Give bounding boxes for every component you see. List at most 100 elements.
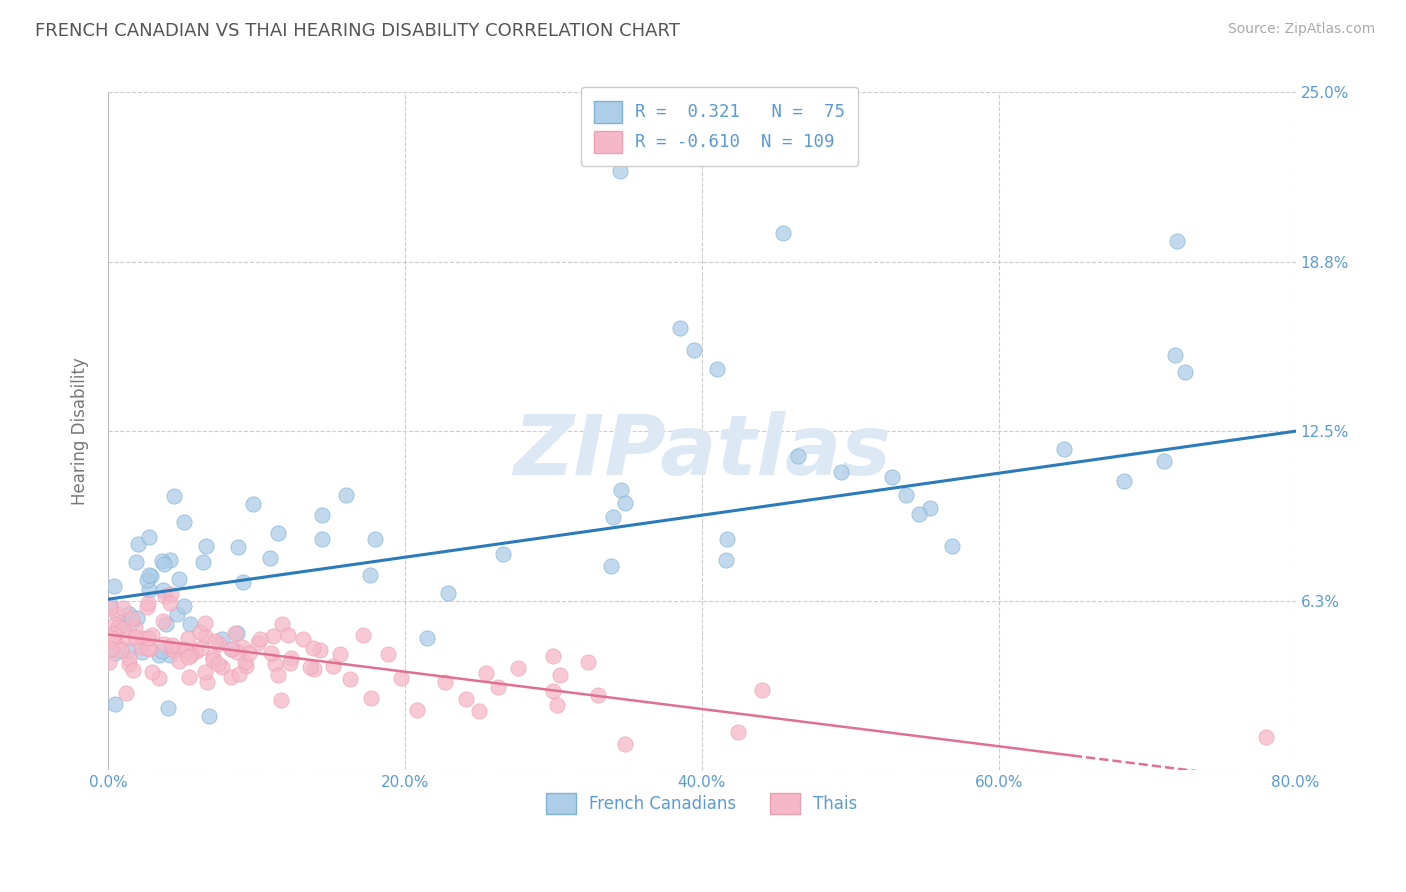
Point bbox=[486, 680, 509, 694]
Point bbox=[576, 655, 599, 669]
Point bbox=[117, 650, 139, 665]
Point bbox=[152, 582, 174, 597]
Point bbox=[103, 633, 125, 648]
Point bbox=[124, 630, 146, 644]
Point bbox=[226, 625, 249, 640]
Point bbox=[311, 508, 333, 522]
Point bbox=[104, 617, 127, 632]
Point bbox=[141, 628, 163, 642]
Text: Source: ZipAtlas.com: Source: ZipAtlas.com bbox=[1227, 22, 1375, 37]
Point bbox=[115, 685, 138, 699]
Point bbox=[103, 579, 125, 593]
Point bbox=[226, 645, 249, 659]
Point bbox=[132, 632, 155, 646]
Point bbox=[668, 321, 690, 335]
Point bbox=[139, 641, 162, 656]
Point bbox=[148, 648, 170, 663]
Point bbox=[360, 690, 382, 705]
Point bbox=[238, 646, 260, 660]
Point bbox=[706, 361, 728, 376]
Point bbox=[136, 596, 159, 610]
Point bbox=[105, 607, 128, 621]
Point bbox=[127, 537, 149, 551]
Point bbox=[548, 668, 571, 682]
Point bbox=[541, 649, 564, 664]
Point bbox=[1053, 442, 1076, 457]
Point bbox=[103, 626, 125, 640]
Point bbox=[110, 642, 132, 657]
Point bbox=[162, 641, 184, 656]
Point bbox=[159, 553, 181, 567]
Point bbox=[727, 724, 749, 739]
Text: ZIPatlas: ZIPatlas bbox=[513, 411, 891, 492]
Point bbox=[173, 516, 195, 530]
Point bbox=[389, 671, 412, 685]
Point bbox=[98, 598, 121, 612]
Point bbox=[602, 510, 624, 524]
Point bbox=[118, 657, 141, 671]
Point bbox=[263, 657, 285, 671]
Point bbox=[163, 489, 186, 503]
Point bbox=[138, 530, 160, 544]
Point bbox=[179, 616, 201, 631]
Point bbox=[204, 634, 226, 648]
Point bbox=[228, 540, 250, 554]
Point bbox=[830, 465, 852, 479]
Point bbox=[153, 557, 176, 571]
Point bbox=[136, 640, 159, 655]
Point bbox=[1153, 454, 1175, 468]
Point bbox=[118, 607, 141, 622]
Point bbox=[141, 665, 163, 679]
Point bbox=[1254, 730, 1277, 744]
Point bbox=[125, 611, 148, 625]
Point bbox=[190, 641, 212, 656]
Point bbox=[894, 488, 917, 502]
Point bbox=[173, 599, 195, 613]
Point bbox=[224, 626, 246, 640]
Point bbox=[110, 615, 132, 630]
Point bbox=[415, 632, 437, 646]
Point bbox=[231, 640, 253, 654]
Point bbox=[716, 533, 738, 547]
Point bbox=[270, 693, 292, 707]
Point bbox=[454, 691, 477, 706]
Point bbox=[277, 628, 299, 642]
Point bbox=[433, 674, 456, 689]
Point bbox=[880, 469, 903, 483]
Point bbox=[152, 637, 174, 651]
Point bbox=[278, 656, 301, 670]
Point bbox=[941, 540, 963, 554]
Point bbox=[159, 596, 181, 610]
Text: FRENCH CANADIAN VS THAI HEARING DISABILITY CORRELATION CHART: FRENCH CANADIAN VS THAI HEARING DISABILI… bbox=[35, 22, 681, 40]
Point bbox=[98, 601, 121, 615]
Point bbox=[177, 670, 200, 684]
Point bbox=[242, 497, 264, 511]
Point bbox=[98, 655, 121, 669]
Point bbox=[219, 669, 242, 683]
Point bbox=[235, 659, 257, 673]
Point bbox=[219, 642, 242, 657]
Point bbox=[195, 540, 218, 554]
Point bbox=[150, 554, 173, 568]
Point bbox=[352, 628, 374, 642]
Point bbox=[613, 738, 636, 752]
Point bbox=[159, 648, 181, 662]
Point bbox=[364, 533, 387, 547]
Point bbox=[135, 599, 157, 614]
Point bbox=[111, 622, 134, 636]
Point bbox=[329, 647, 352, 661]
Point bbox=[262, 629, 284, 643]
Point bbox=[120, 615, 142, 630]
Point bbox=[259, 550, 281, 565]
Point bbox=[302, 641, 325, 656]
Point bbox=[101, 632, 124, 646]
Point bbox=[150, 644, 173, 658]
Point bbox=[232, 575, 254, 590]
Point bbox=[201, 653, 224, 667]
Point bbox=[194, 616, 217, 631]
Point bbox=[177, 631, 200, 645]
Point bbox=[155, 616, 177, 631]
Point bbox=[124, 620, 146, 634]
Point bbox=[311, 533, 333, 547]
Point bbox=[104, 646, 127, 660]
